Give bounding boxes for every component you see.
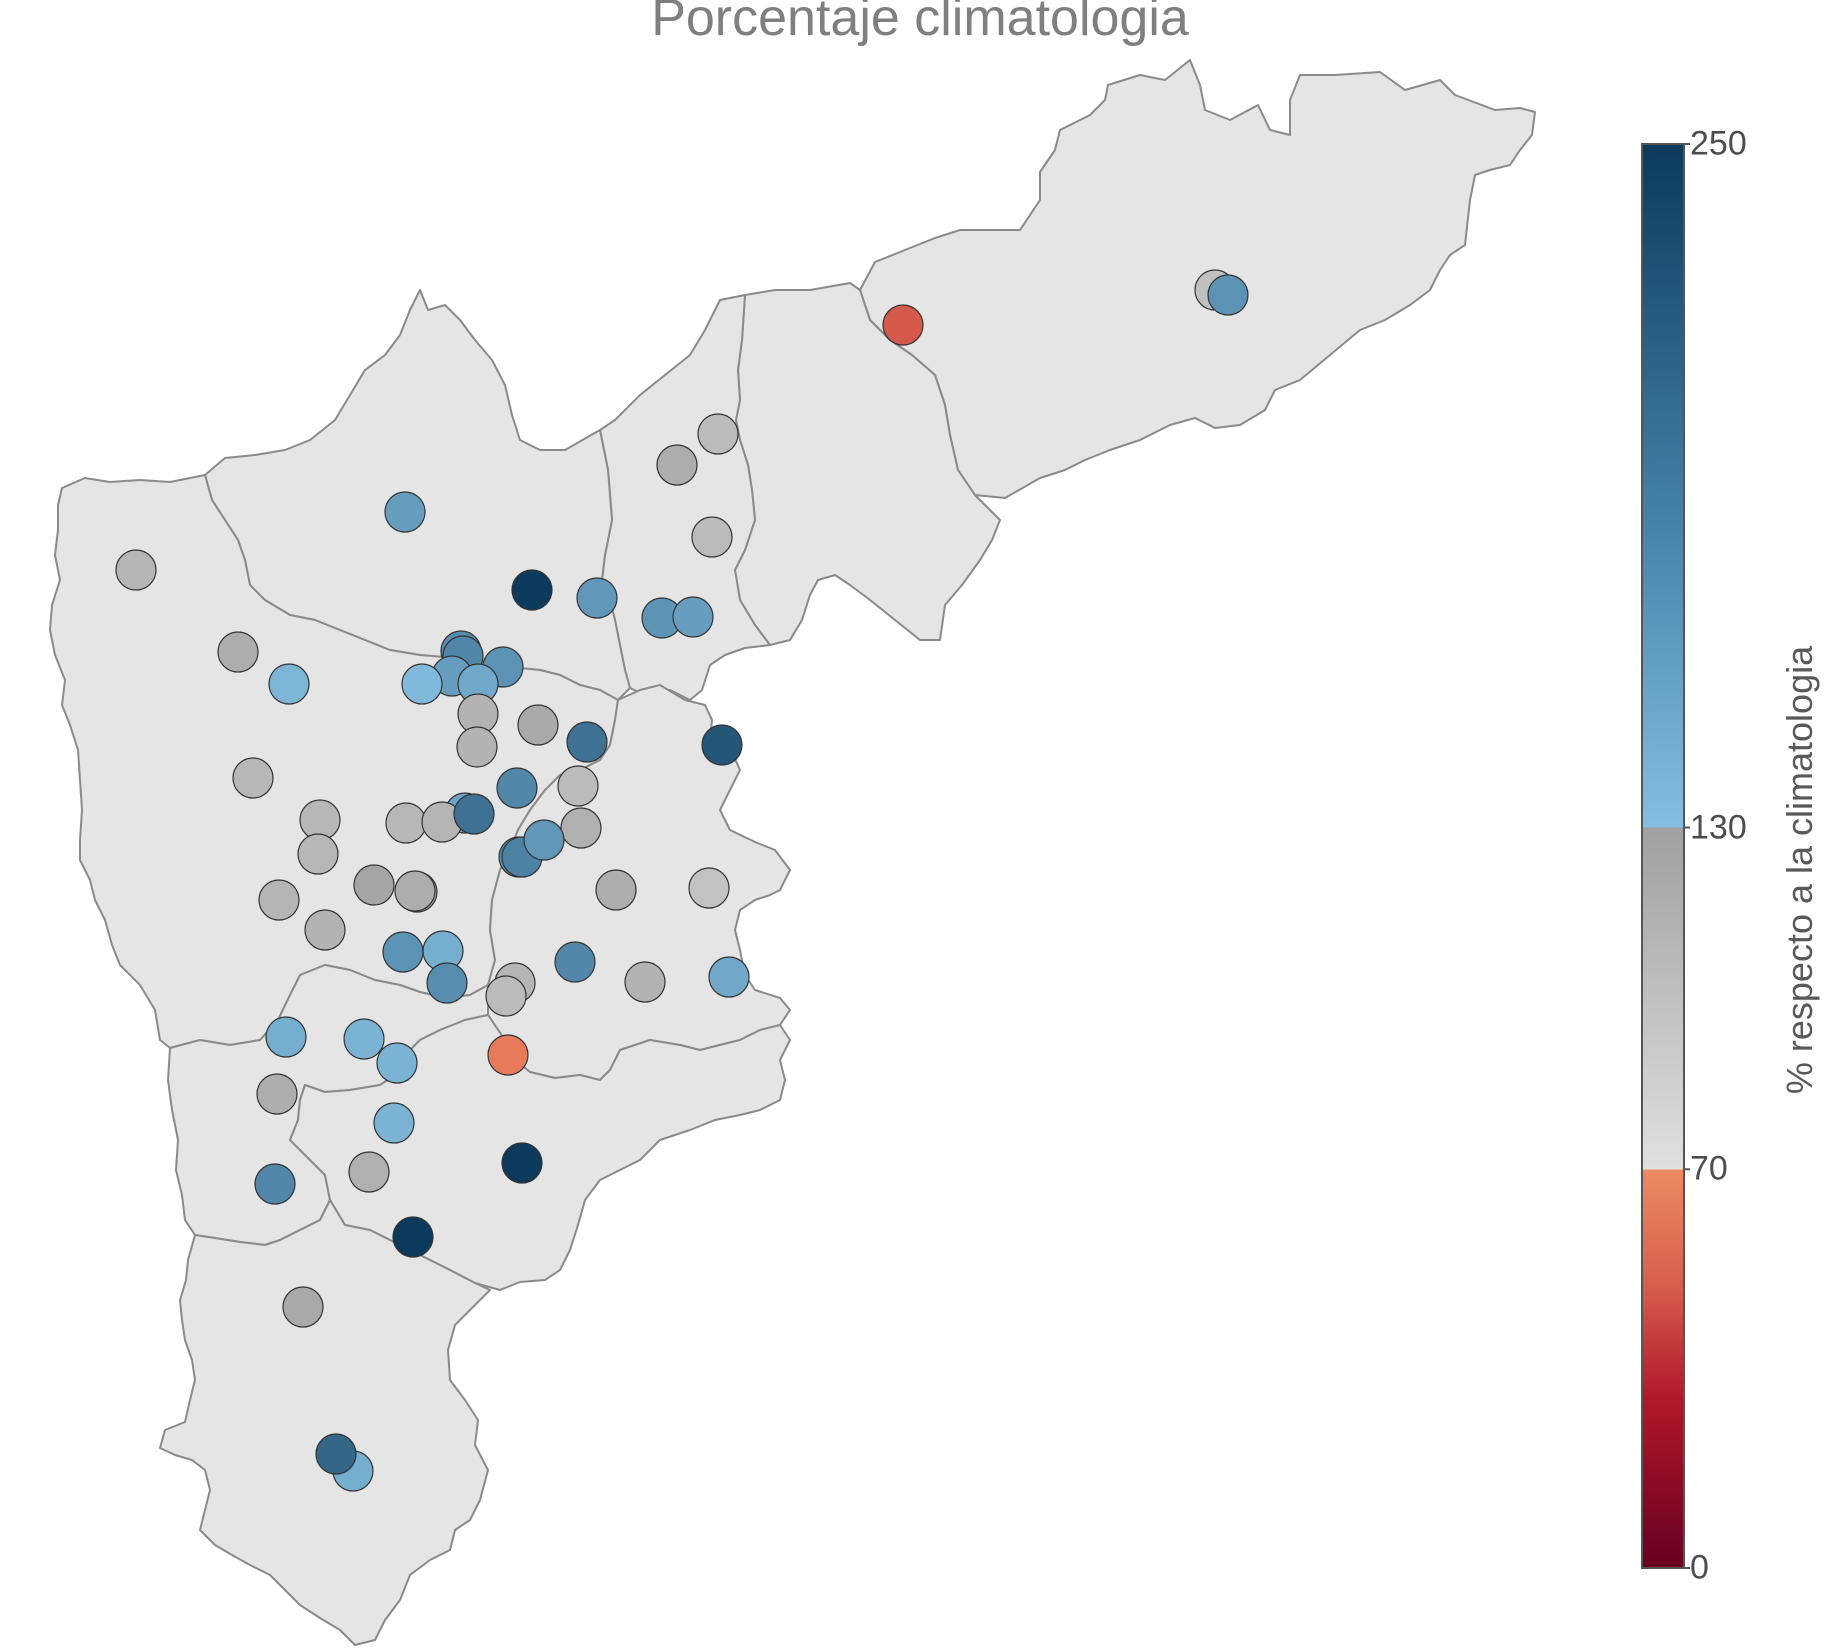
station-point (297, 833, 339, 875)
station-point (523, 819, 565, 861)
station-point (485, 975, 527, 1017)
colorbar-tick-label: 130 (1690, 808, 1747, 847)
station-point (304, 909, 346, 951)
region-northeast (859, 59, 1536, 499)
colorbar-tick-label: 250 (1690, 124, 1747, 163)
colorbar (1641, 143, 1685, 1569)
station-point (254, 1163, 296, 1205)
region-south (159, 1199, 491, 1646)
station-point (394, 870, 436, 912)
station-point (1207, 274, 1249, 316)
station-point (701, 724, 743, 766)
station-point (373, 1102, 415, 1144)
station-point (265, 1016, 307, 1058)
station-point (453, 793, 495, 835)
station-point (456, 726, 498, 768)
station-point (576, 577, 618, 619)
station-point (560, 807, 602, 849)
colorbar-tick-label: 70 (1690, 1149, 1728, 1188)
station-point (672, 596, 714, 638)
colorbar-tick-marks (1684, 143, 1690, 1569)
station-point (426, 962, 468, 1004)
map-title: Porcentaje climatologia (651, 0, 1189, 47)
station-point (376, 1042, 418, 1084)
station-point (595, 869, 637, 911)
station-point (554, 941, 596, 983)
station-point (882, 304, 924, 346)
station-point (217, 631, 259, 673)
station-point (401, 663, 443, 705)
station-point (624, 961, 666, 1003)
station-point (496, 767, 538, 809)
station-point (343, 1018, 385, 1060)
station-point (656, 444, 698, 486)
station-point (382, 931, 424, 973)
station-point (557, 765, 599, 807)
station-point (282, 1286, 324, 1328)
station-point (348, 1151, 390, 1193)
station-point (517, 704, 559, 746)
station-point (353, 864, 395, 906)
station-point (384, 491, 426, 533)
station-point (566, 721, 608, 763)
station-point (501, 1142, 543, 1184)
station-point (392, 1216, 434, 1258)
basin-regions (49, 59, 1536, 1646)
station-point (697, 413, 739, 455)
colorbar-title: % respecto a la climatologia (1779, 645, 1820, 1095)
station-point (691, 516, 733, 558)
station-point (256, 1073, 298, 1115)
station-point (511, 569, 553, 611)
station-point (115, 549, 157, 591)
station-point (487, 1034, 529, 1076)
colorbar-tick-label: 0 (1690, 1548, 1709, 1587)
station-point (232, 757, 274, 799)
station-point (708, 956, 750, 998)
station-point (315, 1433, 357, 1475)
station-point (385, 802, 427, 844)
station-point (258, 879, 300, 921)
station-point (688, 867, 730, 909)
station-points (115, 269, 1249, 1492)
station-point (268, 663, 310, 705)
